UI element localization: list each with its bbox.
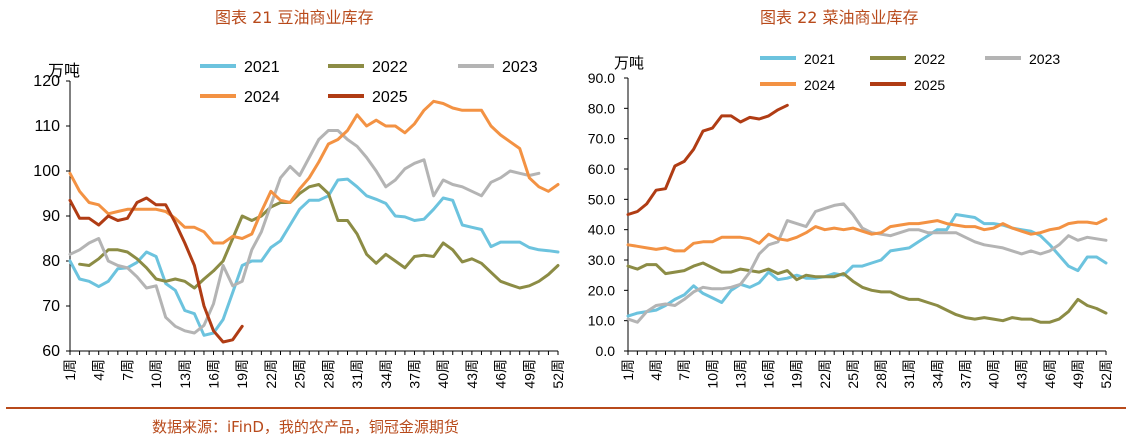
legend-label-2024: 2024 — [244, 89, 280, 106]
chart2-title: 图表 22 菜油商业库存 — [760, 8, 919, 27]
source-note: 数据来源：iFinD，我的农产品，铜冠金源期货 — [152, 418, 459, 436]
y-tick-label: 90 — [42, 208, 60, 225]
legend-label-2025: 2025 — [372, 89, 408, 106]
x-tick-label: 31周 — [349, 359, 365, 389]
x-tick-label: 10周 — [704, 359, 720, 389]
series-line-2022 — [626, 261, 1108, 324]
x-tick-label: 52周 — [550, 359, 566, 389]
y-axis-label: 万吨 — [614, 55, 644, 72]
series-line-2024 — [68, 99, 560, 245]
x-tick-label: 22周 — [263, 359, 279, 389]
x-tick-label: 25周 — [845, 359, 861, 389]
y-tick-label: 100 — [33, 163, 60, 180]
x-tick-label: 43周 — [464, 359, 480, 389]
x-tick-label: 34周 — [378, 359, 394, 389]
y-tick-label: 110 — [34, 118, 60, 135]
legend-label-2023: 2023 — [1029, 51, 1060, 67]
x-tick-label: 1周 — [620, 359, 636, 381]
x-tick-label: 22周 — [817, 359, 833, 389]
x-tick-label: 52周 — [1098, 359, 1114, 389]
legend-label-2024: 2024 — [804, 77, 835, 93]
x-tick-label: 34周 — [929, 359, 945, 389]
legend-label-2021: 2021 — [804, 51, 835, 67]
x-tick-label: 13周 — [177, 359, 193, 389]
y-tick-label: 70.0 — [588, 131, 615, 147]
x-tick-label: 4周 — [91, 359, 107, 381]
x-tick-label: 19周 — [234, 359, 250, 389]
series-line-2022 — [78, 183, 560, 290]
series-line-2023 — [626, 202, 1108, 324]
y-tick-label: 70 — [42, 298, 60, 315]
x-tick-label: 37周 — [406, 359, 422, 389]
x-tick-label: 40周 — [435, 359, 451, 389]
series-line-2024 — [626, 217, 1108, 253]
x-tick-label: 46周 — [493, 359, 509, 389]
x-tick-label: 40周 — [986, 359, 1002, 389]
legend-label-2021: 2021 — [244, 59, 280, 76]
x-tick-label: 10周 — [148, 359, 164, 389]
y-tick-label: 60 — [42, 343, 60, 360]
legend-label-2025: 2025 — [914, 77, 945, 93]
x-tick-label: 1周 — [62, 359, 78, 381]
y-axis-label: 万吨 — [48, 62, 80, 80]
y-tick-label: 50.0 — [588, 191, 615, 207]
x-tick-label: 4周 — [648, 359, 664, 381]
chart-2: 0.0 10.0 20.0 30.0 40.0 50.0 60.0 70.0 80.0 90.0万… — [588, 51, 1114, 389]
x-tick-label: 46周 — [1042, 359, 1058, 389]
y-tick-label: 80.0 — [588, 100, 615, 116]
x-tick-label: 28周 — [320, 359, 336, 389]
legend-label-2022: 2022 — [914, 51, 945, 67]
y-tick-label: 10.0 — [588, 313, 615, 329]
x-tick-label: 49周 — [1070, 359, 1086, 389]
y-tick-label: 80 — [42, 253, 60, 270]
series-line-2025 — [68, 196, 244, 344]
y-tick-label: 90.0 — [588, 70, 615, 86]
x-tick-label: 37周 — [957, 359, 973, 389]
legend-label-2022: 2022 — [372, 59, 408, 76]
series-line-2023 — [68, 129, 541, 335]
bottom-rule — [6, 407, 1126, 409]
x-tick-label: 19周 — [789, 359, 805, 389]
series-line-2025 — [626, 103, 789, 216]
y-tick-label: 40.0 — [588, 222, 615, 238]
x-tick-label: 13周 — [732, 359, 748, 389]
x-tick-label: 43周 — [1014, 359, 1030, 389]
x-tick-label: 28周 — [873, 359, 889, 389]
chart1-title: 图表 21 豆油商业库存 — [215, 8, 374, 27]
x-tick-label: 7周 — [119, 359, 135, 381]
x-tick-label: 49周 — [521, 359, 537, 389]
legend-label-2023: 2023 — [502, 59, 538, 76]
y-tick-label: 30.0 — [588, 252, 615, 268]
y-tick-label: 20.0 — [588, 282, 615, 298]
x-tick-label: 25周 — [292, 359, 308, 389]
series-line-2021 — [68, 177, 560, 337]
y-tick-label: 60.0 — [588, 161, 615, 177]
y-tick-label: 0.0 — [596, 343, 616, 359]
x-tick-label: 16周 — [206, 359, 222, 389]
series-line-2021 — [626, 213, 1108, 318]
x-tick-label: 7周 — [676, 359, 692, 381]
y-tick-label: 120 — [33, 73, 60, 90]
x-tick-label: 31周 — [901, 359, 917, 389]
x-tick-label: 16周 — [761, 359, 777, 389]
